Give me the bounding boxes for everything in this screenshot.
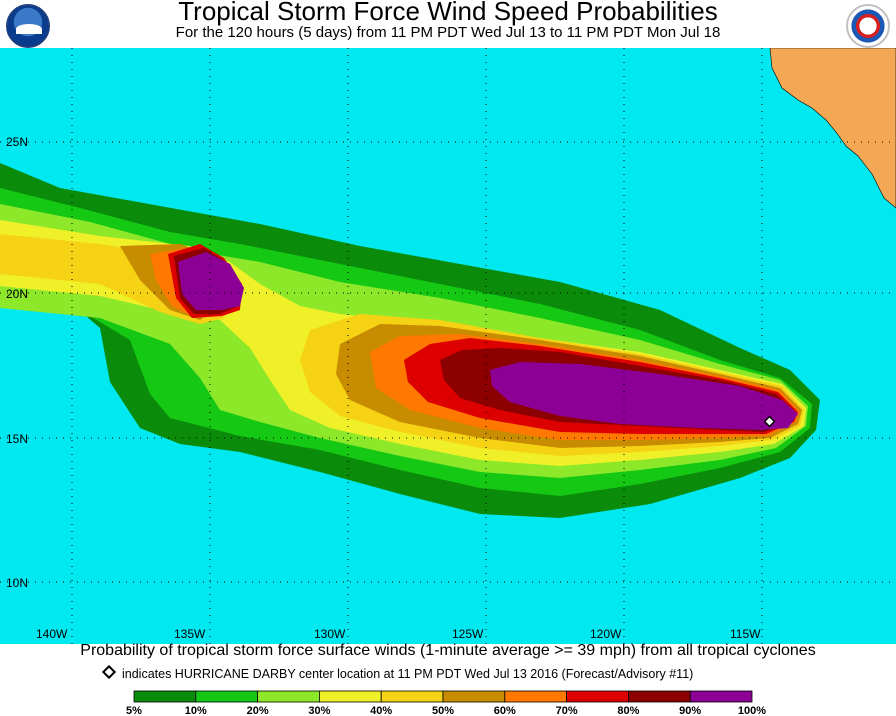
lon-label-120w: 120W bbox=[590, 627, 622, 641]
legend-swatch bbox=[628, 690, 691, 703]
probability-legend: 5% 10% 20% 30% 40% 50% 60% 70% 80% 90% 100% bbox=[126, 690, 766, 716]
legend-swatch bbox=[504, 690, 567, 703]
lon-label-115w: 115W bbox=[730, 627, 761, 641]
legend-swatch bbox=[566, 690, 629, 703]
lon-label-125w: 125W bbox=[452, 627, 484, 641]
probability-bands bbox=[0, 163, 820, 518]
noaa-bird-icon bbox=[16, 24, 42, 34]
page-title: Tropical Storm Force Wind Speed Probabil… bbox=[178, 0, 718, 26]
legend-swatch bbox=[380, 690, 444, 703]
noaa-logo bbox=[6, 4, 50, 48]
baja-california-land bbox=[769, 48, 896, 209]
lon-label-140w: 140W bbox=[36, 627, 68, 641]
storm-center-marker bbox=[763, 415, 776, 428]
lat-label-20n: 20N bbox=[6, 287, 28, 301]
probability-map: 25N 20N 15N 10N 140W 135W 130W 125W 120W… bbox=[0, 48, 896, 644]
legend-swatches bbox=[133, 690, 753, 703]
lat-label-25n: 25N bbox=[6, 135, 28, 149]
legend-label: 80% bbox=[617, 705, 639, 716]
legend-label: 40% bbox=[370, 705, 392, 716]
legend-swatch bbox=[133, 690, 197, 703]
lat-label-15n: 15N bbox=[6, 432, 28, 446]
legend-swatch bbox=[257, 690, 320, 703]
legend-label: 50% bbox=[432, 705, 454, 716]
nws-logo bbox=[846, 4, 890, 48]
legend-swatch bbox=[318, 690, 382, 703]
legend-labels: 5% 10% 20% 30% 40% 50% 60% 70% 80% 90% 100% bbox=[126, 705, 766, 716]
legend-swatch bbox=[689, 690, 753, 703]
legend-swatch bbox=[195, 690, 259, 703]
lat-label-10n: 10N bbox=[6, 576, 28, 590]
legend-label: 90% bbox=[679, 705, 701, 716]
diamond-marker-icon bbox=[101, 664, 117, 680]
band-100 bbox=[178, 252, 798, 430]
marker-note: indicates HURRICANE DARBY center locatio… bbox=[122, 667, 694, 681]
legend-label: 100% bbox=[738, 705, 766, 716]
lon-label-135w: 135W bbox=[174, 627, 206, 641]
longitude-labels: 140W 135W 130W 125W 120W 115W bbox=[36, 627, 761, 641]
marker-note-row: indicates HURRICANE DARBY center locatio… bbox=[100, 664, 860, 681]
legend-swatch bbox=[442, 690, 506, 703]
legend-label: 20% bbox=[247, 705, 269, 716]
legend-label: 70% bbox=[556, 705, 578, 716]
lat-lon-grid bbox=[0, 48, 896, 644]
legend-label: 10% bbox=[185, 705, 207, 716]
lon-label-130w: 130W bbox=[314, 627, 346, 641]
legend-label: 60% bbox=[494, 705, 516, 716]
latitude-labels: 25N 20N 15N 10N bbox=[6, 135, 28, 590]
legend-label: 5% bbox=[126, 705, 142, 716]
header: Tropical Storm Force Wind Speed Probabil… bbox=[0, 0, 896, 48]
map-caption: Probability of tropical storm force surf… bbox=[80, 642, 816, 659]
legend-label: 30% bbox=[308, 705, 330, 716]
page-subtitle: For the 120 hours (5 days) from 11 PM PD… bbox=[175, 24, 721, 41]
